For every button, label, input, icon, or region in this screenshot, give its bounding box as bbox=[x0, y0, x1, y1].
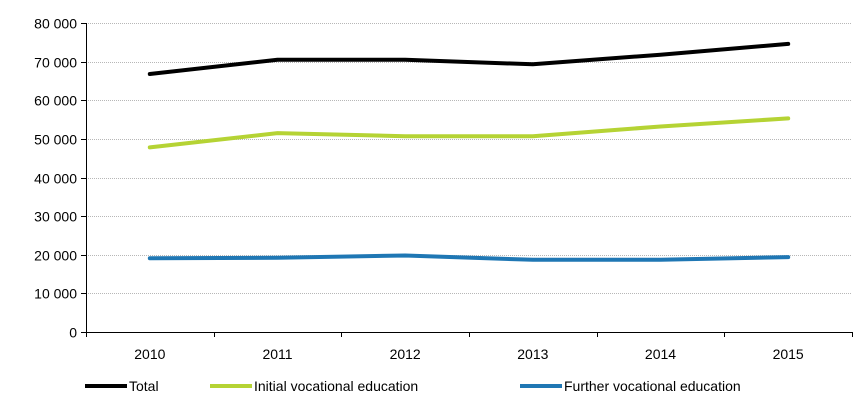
x-tick-label: 2010 bbox=[134, 346, 165, 362]
series-line bbox=[147, 116, 791, 150]
y-tick-label: 30 000 bbox=[34, 209, 77, 225]
y-tick-label: 70 000 bbox=[34, 55, 77, 71]
x-tick-label: 2012 bbox=[390, 346, 421, 362]
y-tick-label: 20 000 bbox=[34, 248, 77, 264]
x-tick-label: 2013 bbox=[517, 346, 548, 362]
y-tick-label: 10 000 bbox=[34, 286, 77, 302]
x-tick-label: 2011 bbox=[262, 346, 292, 362]
legend-label: Further vocational education bbox=[564, 378, 741, 394]
axes: 0 10 000 20 000 30 000 40 000 50 000 60 000 70 … bbox=[34, 16, 853, 362]
legend-label: Initial vocational education bbox=[254, 378, 418, 394]
y-tick-label: 80 000 bbox=[34, 16, 77, 32]
y-tick-label: 40 000 bbox=[34, 171, 77, 187]
series-line bbox=[147, 41, 791, 76]
y-tick-label: 60 000 bbox=[34, 93, 77, 109]
x-tick-label: 2015 bbox=[773, 346, 804, 362]
legend: Total Initial vocational education Further… bbox=[85, 378, 741, 394]
legend-label: Total bbox=[129, 378, 159, 394]
series-lines bbox=[147, 41, 791, 262]
y-tick-label: 50 000 bbox=[34, 132, 77, 148]
x-tick-label: 2014 bbox=[645, 346, 676, 362]
y-tick-label: 0 bbox=[69, 325, 77, 341]
series-line bbox=[147, 253, 791, 262]
